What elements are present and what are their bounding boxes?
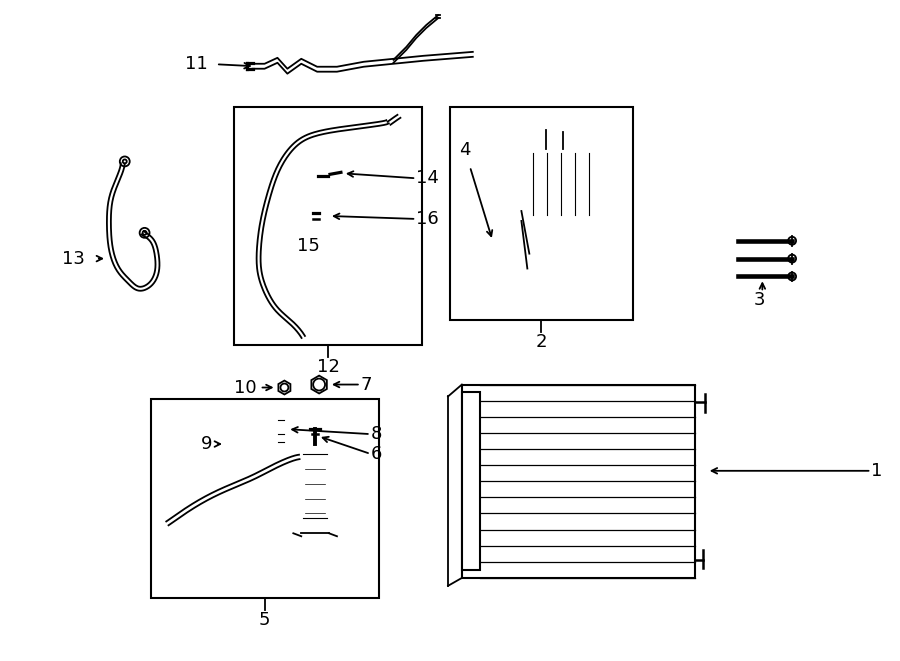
Text: 3: 3	[753, 292, 765, 309]
Text: 14: 14	[417, 169, 439, 187]
Text: 15: 15	[297, 237, 320, 254]
Bar	[462, 385, 695, 578]
Text: 12: 12	[317, 358, 339, 375]
Text: 11: 11	[185, 56, 208, 73]
FancyBboxPatch shape	[518, 143, 615, 225]
Bar	[234, 107, 422, 345]
FancyBboxPatch shape	[300, 442, 331, 530]
Text: 4: 4	[459, 141, 471, 159]
Circle shape	[331, 173, 335, 177]
Text: 5: 5	[259, 611, 270, 629]
Bar	[450, 107, 634, 320]
Text: 2: 2	[536, 333, 547, 351]
Text: 8: 8	[371, 425, 382, 443]
Text: 1: 1	[871, 462, 883, 480]
Text: 16: 16	[417, 210, 439, 228]
Bar	[462, 393, 480, 570]
Text: 13: 13	[62, 250, 86, 268]
Wedge shape	[468, 229, 527, 288]
Text: 9: 9	[201, 435, 212, 453]
Text: 6: 6	[371, 445, 382, 463]
Text: 10: 10	[234, 379, 256, 397]
Bar	[150, 399, 379, 598]
FancyBboxPatch shape	[275, 415, 287, 449]
Text: 7: 7	[361, 375, 373, 393]
